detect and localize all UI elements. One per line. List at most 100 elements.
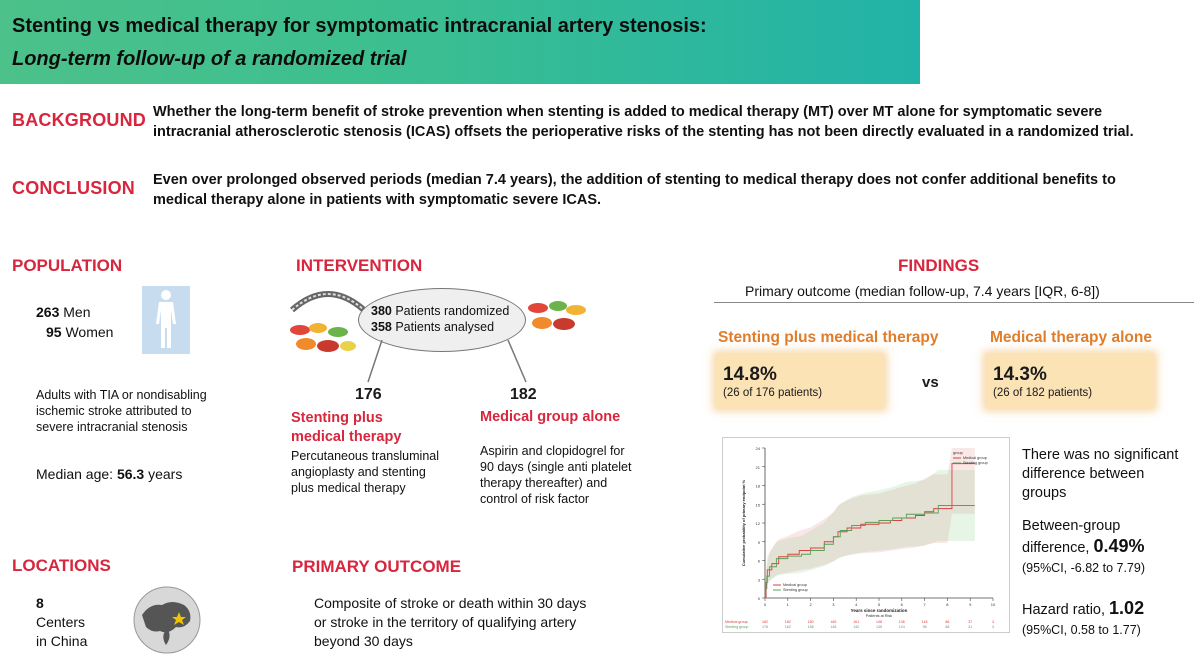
randomized-oval [358,288,526,352]
km-chart: 0 3 6 9 12 15 18 21 24 0 1 2 3 4 5 6 7 8 9 10 Years since ra… [722,437,1010,633]
y-tick-label: 21 [756,465,761,470]
stent-result-pct: 14.8% [723,364,777,385]
background-label: BACKGROUND [12,110,146,130]
stent-arm-title-line-2: medical therapy [291,429,402,445]
risk-cell: 165 [830,620,836,624]
x-tick-label: 5 [878,602,881,607]
y-tick-label: 15 [756,502,761,507]
background-line-2: intracranial atherosclerotic stenosis (I… [153,124,1134,140]
page-title: Stenting vs medical therapy for symptoma… [12,15,707,37]
page-subtitle: Long-term follow-up of a randomized tria… [12,48,407,70]
series-line-2 [765,505,975,599]
hr-label: Hazard ratio, [1022,602,1106,618]
no-significance-text: There was no significant difference betw… [1022,446,1178,503]
conclusion-label: CONCLUSION [12,178,135,198]
population-label: POPULATION [12,256,123,275]
legend-label-1: Medical group [963,456,987,460]
men-label: Men [63,304,91,320]
diff-value: 0.49% [1093,536,1145,556]
diff-ci: (95%CI, -6.82 to 7.79) [1022,561,1145,575]
risk-cell: 148 [876,620,882,624]
x-tick-label: 0 [764,602,767,607]
findings-divider [714,302,1194,303]
background-text: Whether the long-term benefit of stroke … [153,102,1198,142]
legend-label-2: Stenting group [963,461,988,465]
risk-cell: 161 [853,620,859,624]
randomized-count: 380 [371,304,392,318]
risk-cell: 3 [992,625,994,629]
conclusion-line-1: Even over prolonged observed periods (me… [153,172,1116,188]
y-tick-label: 24 [756,446,761,451]
risk-row-label-1: Medical group [725,620,748,624]
stent-result-box: 14.8% (26 of 176 patients) [716,354,884,408]
risk-cell: 37 [968,620,972,624]
no-sig-line-3: groups [1022,485,1067,501]
locations-count: 8 [36,595,44,611]
stent-arm-title-line-1: Stenting plus [291,410,383,426]
y-tick-label: 3 [758,577,761,582]
x-tick-label: 8 [946,602,949,607]
median-age-label: Median age: [36,466,114,482]
risk-cell: 142 [853,625,859,629]
x-tick-label: 6 [901,602,904,607]
risk-cell: 3 [992,620,994,624]
primary-outcome-text: Composite of stroke or death within 30 d… [314,594,586,651]
hazard-ratio: Hazard ratio, 1.02 (95%CI, 0.58 to 1.77) [1022,598,1144,640]
med-result-detail: (26 of 182 patients) [993,387,1093,399]
median-age-unit: years [148,466,183,482]
randomized-label: Patients randomized [395,304,510,318]
x-tick-label: 1 [787,602,790,607]
locations-line-1: Centers [36,614,86,630]
y-tick-label: 9 [758,540,761,545]
globe-china-icon [132,585,202,655]
risk-cell: 98 [923,625,927,629]
no-sig-line-1: There was no significant [1022,447,1179,463]
pills-icon [288,320,358,356]
risk-cell: 124 [899,625,905,629]
legend-title: group [953,451,963,455]
primary-outcome-line-1: Composite of stroke or death within 30 d… [314,595,587,611]
locations-text: 8 Centers in China [36,594,87,651]
women-label: Women [65,324,114,340]
background-line-1: Whether the long-term benefit of stroke … [153,104,1103,120]
primary-outcome-followup: Primary outcome (median follow-up, 7.4 y… [745,283,1100,299]
analysed-count: 358 [371,320,392,334]
med-result-box: 14.3% (26 of 182 patients) [986,354,1154,408]
conclusion-line-2: medical therapy alone in patients with s… [153,192,602,208]
med-arm-title: Medical group alone [480,409,621,425]
x-tick-label: 4 [855,602,858,607]
risk-cell: 136 [899,620,905,624]
x-tick-label: 2 [809,602,812,607]
y-tick-label: 6 [758,559,761,564]
x-axis-label: Years since randomization [851,608,908,613]
x-tick-label: 7 [923,602,926,607]
inner-legend-label-2: Stenting group [783,588,808,592]
hr-ci: (95%CI, 0.58 to 1.77) [1022,623,1141,637]
population-desc-line-3: severe intracranial stenosis [36,420,188,434]
findings-label: FINDINGS [898,256,980,275]
locations-line-2: in China [36,633,88,649]
med-desc-line-2: 90 days (single anti platelet [480,460,632,474]
vs-text: vs [922,374,939,391]
women-stat: 95 Women [46,323,113,341]
x-tick-label: 3 [832,602,835,607]
y-tick-label: 18 [756,484,761,489]
stent-result-detail: (26 of 176 patients) [723,387,823,399]
risk-cell: 182 [785,620,791,624]
risk-cell: 31 [968,625,972,629]
risk-row-label-2: Stenting group [725,625,748,629]
med-desc-line-3: therapy thereafter) and [480,476,608,490]
primary-outcome-line-3: beyond 30 days [314,633,413,649]
title-banner: Stenting vs medical therapy for symptoma… [0,0,920,84]
human-figure-icon [142,286,190,354]
ci-band-2 [765,470,975,598]
risk-cell: 182 [762,620,768,624]
stent-desc-line-2: angioplasty and stenting [291,465,426,479]
stent-desc-line-3: plus medical therapy [291,481,406,495]
locations-label: LOCATIONS [12,556,111,575]
randomized-text: 380 Patients randomized 358 Patients ana… [371,303,509,335]
y-axis-label: Cumulative probability of primary endpoi… [741,479,746,566]
ci-band-1 [765,448,975,598]
risk-cell: 158 [808,625,814,629]
